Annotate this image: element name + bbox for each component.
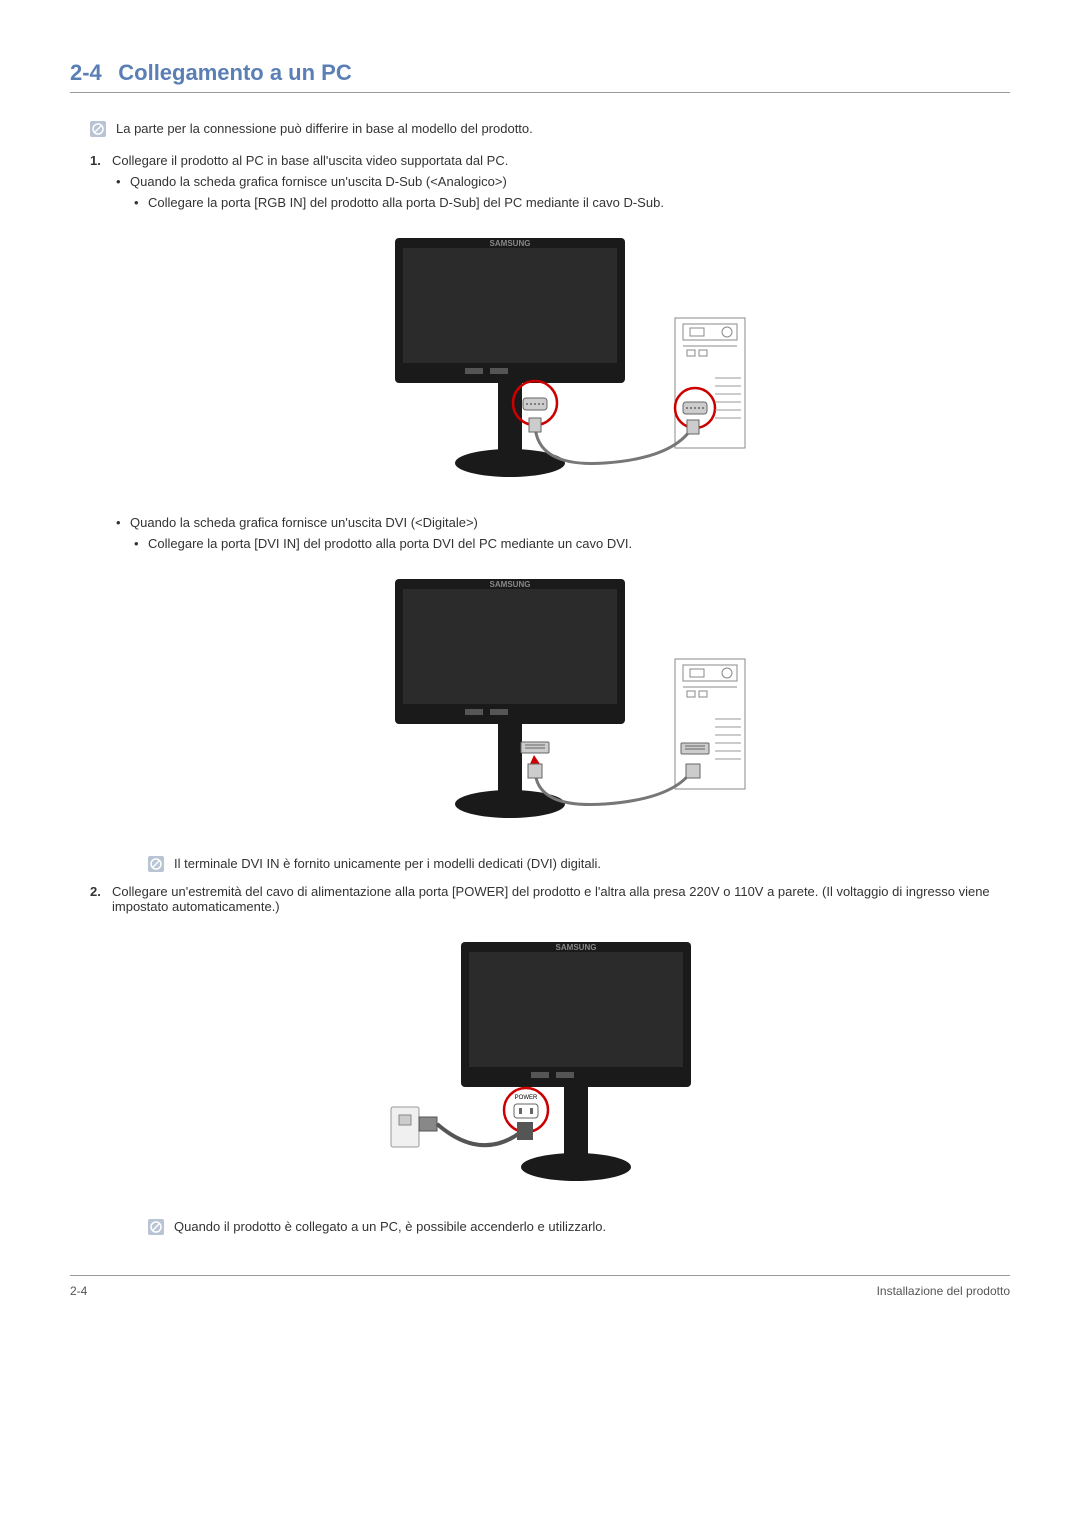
dvi-in-label: DVI IN bbox=[526, 735, 544, 741]
section-title: Collegamento a un PC bbox=[118, 60, 351, 85]
step-1-text: Collegare il prodotto al PC in base all'… bbox=[112, 153, 508, 168]
sub-dsub: Quando la scheda grafica fornisce un'usc… bbox=[112, 174, 1010, 491]
intro-note: La parte per la connessione può differir… bbox=[90, 121, 1010, 137]
power-note-text: Quando il prodotto è collegato a un PC, … bbox=[174, 1219, 606, 1234]
figure-power: SAMSUNG POWER bbox=[112, 932, 1010, 1195]
intro-note-text: La parte per la connessione può differir… bbox=[116, 121, 533, 136]
power-connection-diagram: SAMSUNG POWER bbox=[381, 932, 741, 1192]
sub-dsub-text: Quando la scheda grafica fornisce un'usc… bbox=[130, 174, 507, 189]
dvi-note: Il terminale DVI IN è fornito unicamente… bbox=[148, 856, 1010, 872]
dvi-connection-diagram: SAMSUNG DVI IN bbox=[375, 569, 765, 829]
brand-label: SAMSUNG bbox=[490, 580, 531, 589]
rgb-in-label: RGB IN bbox=[525, 389, 546, 395]
step-2: Collegare un'estremità del cavo di alime… bbox=[90, 884, 1010, 1235]
power-note: Quando il prodotto è collegato a un PC, … bbox=[148, 1219, 1010, 1235]
sub-dsub-detail: Collegare la porta [RGB IN] del prodotto… bbox=[130, 195, 1010, 210]
figure-rgb: SAMSUNG RGB IN bbox=[130, 228, 1010, 491]
brand-label: SAMSUNG bbox=[556, 943, 597, 952]
section-header: 2-4 Collegamento a un PC bbox=[70, 60, 1010, 93]
section-number: 2-4 bbox=[70, 60, 102, 85]
info-icon bbox=[148, 1219, 164, 1235]
page-footer: 2-4 Installazione del prodotto bbox=[70, 1275, 1010, 1298]
sub-dvi-text: Quando la scheda grafica fornisce un'usc… bbox=[130, 515, 478, 530]
step-2-text: Collegare un'estremità del cavo di alime… bbox=[112, 884, 990, 914]
rgb-connection-diagram: SAMSUNG RGB IN bbox=[375, 228, 765, 488]
power-label: POWER bbox=[515, 1095, 538, 1101]
sub-dvi-detail-text: Collegare la porta [DVI IN] del prodotto… bbox=[148, 536, 632, 551]
sub-dvi-detail: Collegare la porta [DVI IN] del prodotto… bbox=[130, 536, 1010, 551]
steps-list: Collegare il prodotto al PC in base all'… bbox=[90, 153, 1010, 1235]
dvi-note-text: Il terminale DVI IN è fornito unicamente… bbox=[174, 856, 601, 871]
sub-dsub-detail-item: Collegare la porta [RGB IN] del prodotto… bbox=[130, 195, 1010, 210]
info-icon bbox=[148, 856, 164, 872]
info-icon bbox=[90, 121, 106, 137]
footer-right: Installazione del prodotto bbox=[877, 1284, 1010, 1298]
sub-dvi: Quando la scheda grafica fornisce un'usc… bbox=[112, 515, 1010, 832]
brand-label: SAMSUNG bbox=[490, 239, 531, 248]
footer-left: 2-4 bbox=[70, 1284, 87, 1298]
sub-dsub-detail-text: Collegare la porta [RGB IN] del prodotto… bbox=[148, 195, 664, 210]
step-1: Collegare il prodotto al PC in base all'… bbox=[90, 153, 1010, 872]
step-1-sublist: Quando la scheda grafica fornisce un'usc… bbox=[112, 174, 1010, 832]
figure-dvi: SAMSUNG DVI IN bbox=[130, 569, 1010, 832]
sub-dvi-detail-item: Collegare la porta [DVI IN] del prodotto… bbox=[130, 536, 1010, 551]
